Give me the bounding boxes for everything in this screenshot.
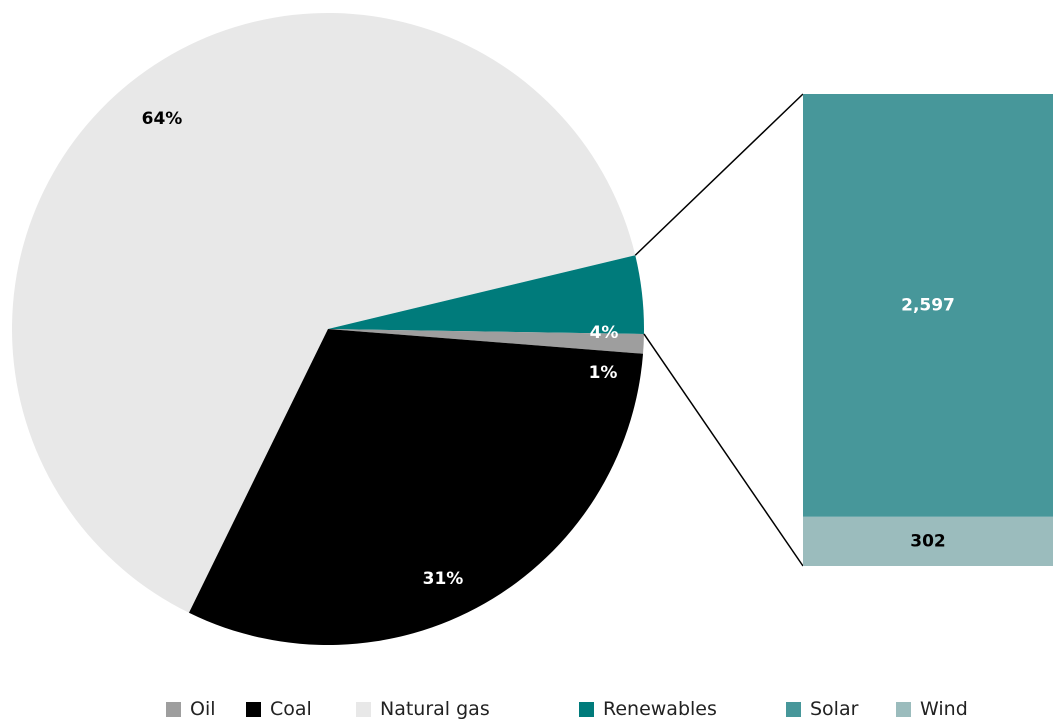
pie-of-bar-chart: 64% 4% 1% 31% 2,597 302 [12,13,1053,646]
legend-item-oil: Oil [166,698,216,720]
pie-label-renewables: 4% [590,323,619,343]
legend-label-renewables: Renewables [603,698,717,720]
pie-slice-natural-gas [12,13,636,613]
bar-label-wind: 302 [910,531,946,551]
legend-swatch-wind [896,701,911,717]
legend-label-oil: Oil [190,698,216,720]
legend-swatch-solar [786,701,801,717]
connector-line-bottom [643,333,804,567]
pie-slice-renewables [328,255,644,334]
legend-item-solar: Solar [786,698,858,720]
pie-chart: 64% 4% 1% 31% [12,13,644,646]
legend-swatch-natural-gas [356,701,371,717]
pie-slice-oil [328,329,644,354]
legend-item-coal: Coal [246,698,312,720]
pie-label-coal: 31% [423,569,464,589]
bar-label-solar: 2,597 [901,295,955,315]
legend-swatch-oil [166,701,181,717]
bar-segment-wind [803,516,1053,566]
stacked-bar: 2,597 302 [803,94,1053,566]
legend-swatch-coal [246,701,261,717]
legend-item-renewables: Renewables [579,698,717,720]
pie-label-oil: 1% [589,363,618,383]
pie-slice-coal [188,329,644,646]
legend-label-coal: Coal [270,698,312,720]
legend-swatch-renewables [579,701,594,717]
pie-label-natural-gas: 64% [142,109,183,129]
legend-item-wind: Wind [896,698,968,720]
legend-label-natural-gas: Natural gas [380,698,490,720]
legend-label-solar: Solar [810,698,859,720]
legend: Oil Coal Natural gas Renewables Solar Wi… [0,698,1053,722]
legend-item-natural-gas: Natural gas [356,698,490,720]
bar-segment-solar [803,94,1053,517]
connector-line-top [634,93,804,256]
connector-lines [634,93,804,567]
legend-label-wind: Wind [920,698,968,720]
